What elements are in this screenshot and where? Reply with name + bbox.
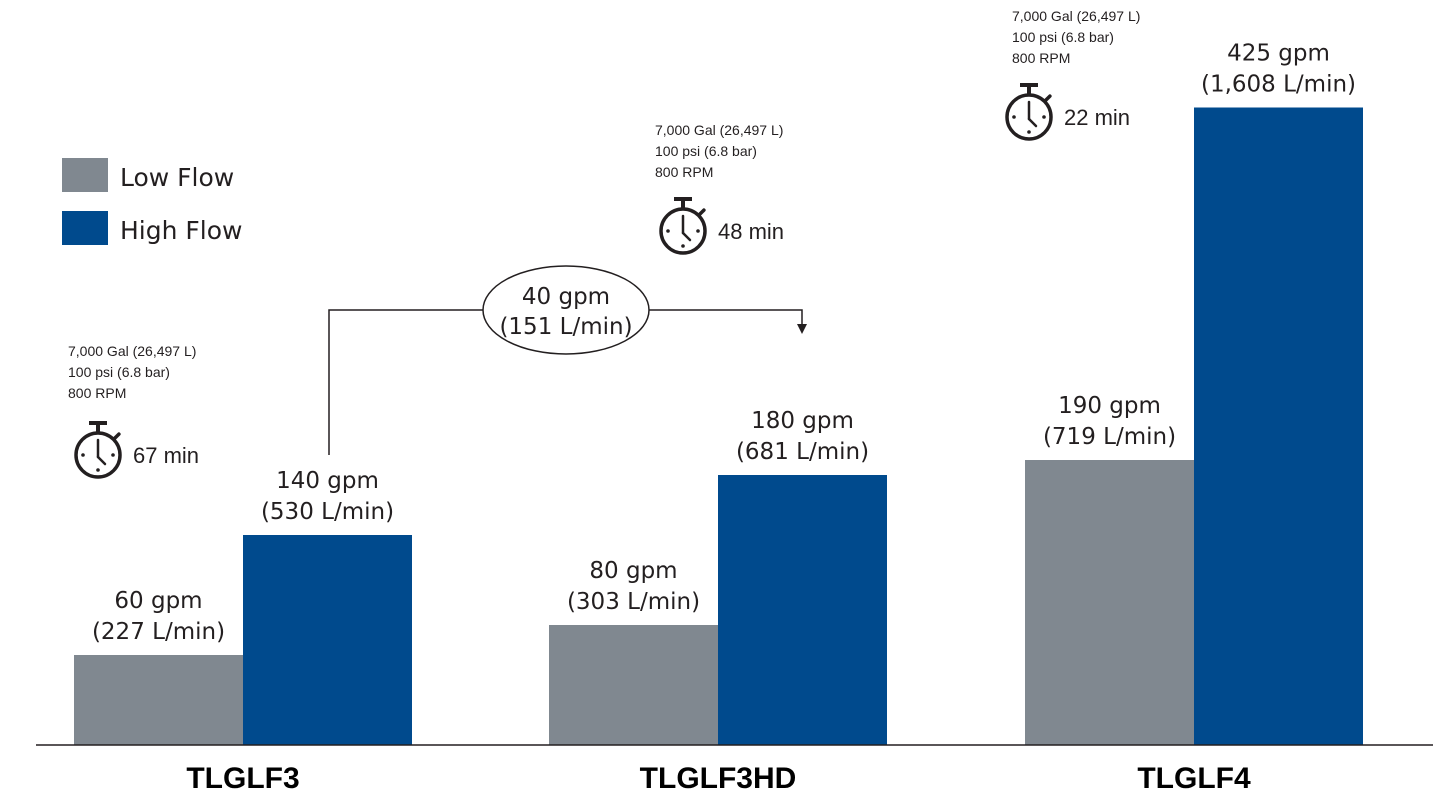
spec-line: 100 psi (6.8 bar)	[68, 364, 170, 380]
bar-low-tlglf3	[74, 655, 243, 745]
bar-high-tlglf3hd	[718, 475, 887, 745]
data-label-gpm: 60 gpm	[114, 588, 202, 614]
data-label-lmin: (530 L/min)	[261, 499, 394, 525]
spec-time: 22 min	[1064, 105, 1130, 130]
spec-line: 800 RPM	[655, 164, 713, 180]
diff-arrowhead	[797, 324, 807, 334]
data-label-lmin: (227 L/min)	[92, 619, 225, 645]
data-label-lmin: (303 L/min)	[567, 589, 700, 615]
legend-swatch-low	[62, 158, 108, 192]
stopwatch-icon	[659, 197, 707, 255]
bar-low-tlglf3hd	[549, 625, 718, 745]
data-label-lmin: (681 L/min)	[736, 439, 869, 465]
bar-low-tlglf4	[1025, 460, 1194, 745]
spec-line: 800 RPM	[68, 385, 126, 401]
spec-line: 800 RPM	[1012, 50, 1070, 66]
spec-line: 7,000 Gal (26,497 L)	[1012, 8, 1140, 24]
diff-label-gpm: 40 gpm	[522, 284, 610, 310]
data-label-gpm: 180 gpm	[751, 408, 854, 434]
spec-line: 100 psi (6.8 bar)	[1012, 29, 1114, 45]
data-label-lmin: (719 L/min)	[1043, 424, 1176, 450]
data-label-gpm: 140 gpm	[276, 468, 379, 494]
legend-label: High Flow	[120, 216, 242, 245]
bar-high-tlglf3	[243, 535, 412, 745]
spec-time: 67 min	[133, 443, 199, 468]
diff-ellipse	[482, 265, 650, 355]
legend-label: Low Flow	[120, 163, 234, 192]
spec-line: 7,000 Gal (26,497 L)	[68, 343, 196, 359]
stopwatch-icon	[1005, 83, 1053, 141]
spec-line: 100 psi (6.8 bar)	[655, 143, 757, 159]
spec-time: 48 min	[718, 219, 784, 244]
diff-label-lmin: (151 L/min)	[499, 314, 632, 340]
stopwatch-icon	[74, 421, 122, 479]
spec-line: 7,000 Gal (26,497 L)	[655, 122, 783, 138]
data-label-gpm: 425 gpm	[1227, 41, 1330, 67]
category-label: TLGLF3	[186, 762, 299, 795]
data-label-gpm: 80 gpm	[589, 558, 677, 584]
data-label-gpm: 190 gpm	[1058, 393, 1161, 419]
category-label: TLGLF3HD	[640, 762, 797, 795]
legend-swatch-high	[62, 211, 108, 245]
data-label-lmin: (1,608 L/min)	[1201, 72, 1356, 98]
category-label: TLGLF4	[1137, 762, 1251, 795]
bar-high-tlglf4	[1194, 107, 1363, 745]
